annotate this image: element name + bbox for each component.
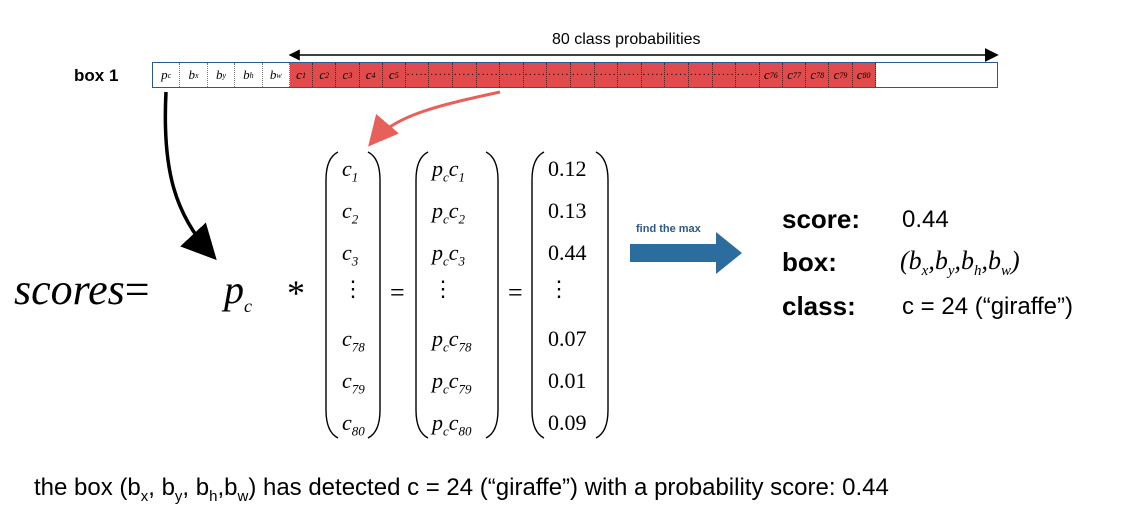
vector-entry: pcc3 [432,240,466,269]
class-prob-cell: c 78 [806,63,830,87]
find-max-label: find the max [636,223,701,235]
box-value: (bx,by,bh,bw) [900,246,1020,280]
left-paren [415,151,429,439]
class-prob-cell: ····· [405,63,430,87]
score-key: score: [782,204,861,234]
class-prob-cell: c 76 [759,63,783,87]
right-paren [367,151,381,439]
vector-entry: 0.12 [548,156,587,181]
class-prob-cell: ····· [618,63,642,87]
equals-sign-2: = [508,278,523,307]
class-prob-cell: c 80 [852,63,876,87]
equals-sign-1: = [390,278,405,307]
vector-entry: pcc2 [432,198,466,227]
score-value: 0.44 [902,206,949,233]
vector-entry: 0.01 [548,368,587,393]
class-prob-cell: ····· [429,63,454,87]
scores-equals: = [124,265,150,314]
vector-entry: pcc80 [432,410,472,439]
vector-entry: pcc78 [432,326,472,355]
vector-entry: ⋮ [342,276,364,301]
find-max-arrow [630,232,742,274]
right-paren [595,151,609,439]
box-vector-bar: p c b x b y b h b w c 1 c 2 c 3 c 4 c 5 ····· ····· ····· ·····… [152,62,998,88]
class-prob-cell: c 79 [829,63,853,87]
vector-entry: 0.44 [548,240,587,265]
class-value: c = 24 (“giraffe”) [902,293,1073,320]
box-label: box 1 [74,66,119,85]
vector-entry: c79 [342,368,365,397]
class-prob-cell: ····· [736,63,760,87]
class-prob-cell: ····· [547,63,572,87]
scores-lhs: scores= [14,264,150,315]
vector-entry: pcc1 [432,156,466,185]
class-key: class: [782,291,856,321]
class-probs-red-arrow [368,90,501,147]
class-prob-cell: ····· [665,63,690,87]
vector-entry: 0.07 [548,326,587,351]
vector-entry: 0.09 [548,410,587,435]
vector-entry: c1 [342,156,359,185]
vector-values: 0.12 0.13 0.44 ⋮ 0.07 0.01 0.09 [528,150,612,440]
class-prob-cell: ····· [689,63,713,87]
left-paren [531,151,545,439]
pc-factor: pc [224,266,252,317]
left-paren [325,151,339,439]
vector-c: c1 c2 c3 ⋮ c78 c79 c80 [322,150,384,440]
class-prob-cell: ····· [571,63,595,87]
vector-entry: c3 [342,240,359,269]
vector-entry: c78 [342,326,365,355]
class-prob-cell: ····· [594,63,619,87]
vector-entry: ⋮ [432,276,454,301]
pc-base: p [224,267,244,312]
right-paren [485,151,499,439]
vector-entry: c2 [342,198,359,227]
detection-summary: the box (bx, by, bh,bw) has detected c =… [34,474,889,505]
class-prob-cell: c 77 [782,63,807,87]
class-prob-cell: ····· [453,63,477,87]
vector-pc-c: pcc1 pcc2 pcc3 ⋮ pcc78 pcc79 pcc80 [412,150,502,440]
class-prob-cell: ····· [500,63,524,87]
vector-entry: pcc79 [432,368,472,397]
vector-entry: ⋮ [548,276,570,301]
pc-sub: c [244,296,252,316]
box-key: box: [782,247,837,277]
class-prob-cell: ····· [523,63,548,87]
multiply-sign: * [287,273,305,313]
class-prob-cell: ····· [712,63,737,87]
vector-entry: 0.13 [548,198,587,223]
class-prob-cell: ····· [476,63,501,87]
class-probabilities-label: 80 class probabilities [552,31,701,48]
pc-down-arrow [163,91,217,261]
class-prob-cell: ····· [641,63,666,87]
vector-entry: c80 [342,410,365,439]
scores-word: scores [14,265,125,314]
